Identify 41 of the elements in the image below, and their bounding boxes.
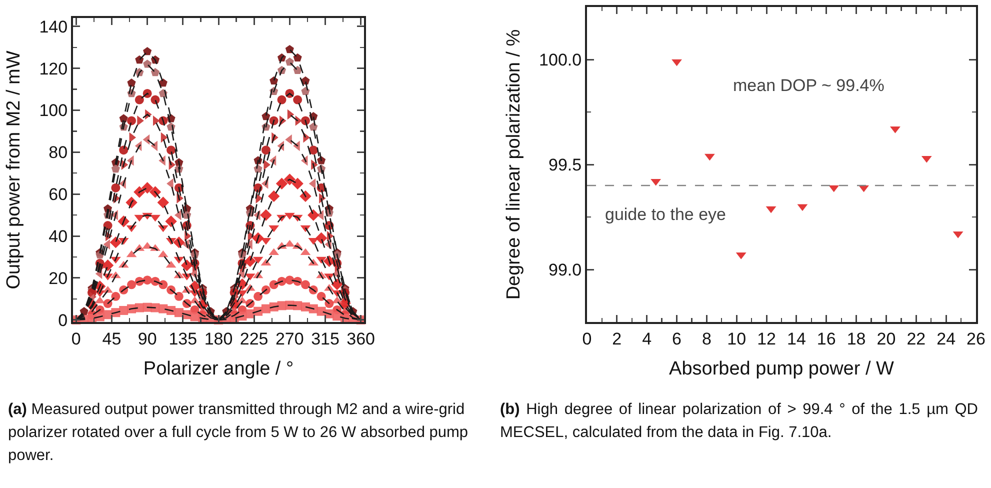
text: (a) Measured output power transmitted through M2 and a wire-grid polarizer rotated over a full cycle from 5 W to 26 W absorbed pump power. <box>8 400 470 466</box>
y-axis-title: Degree of linear polarization / % <box>503 29 524 300</box>
x-axis-title: Absorbed pump power / W <box>669 358 894 380</box>
y-tick-label: 120 <box>39 59 68 78</box>
x-tick-label: 0 <box>71 329 81 348</box>
y-tick-label: 60 <box>48 185 68 204</box>
x-tick-label: 90 <box>138 329 157 348</box>
x-tick-label: 360 <box>346 329 376 348</box>
x-axis-title: Polarizer angle / ° <box>143 358 294 380</box>
x-tick-label: 6 <box>672 329 682 348</box>
x-tick-label: 315 <box>311 329 340 348</box>
x-tick-label: 8 <box>702 329 712 348</box>
x-tick-label: 18 <box>846 329 866 348</box>
y-tick-label: 99.5 <box>548 155 582 174</box>
x-tick-label: 4 <box>642 329 652 348</box>
y-tick-label: 20 <box>48 268 68 288</box>
x-tick-label: 225 <box>240 329 268 348</box>
x-tick-label: 135 <box>168 329 198 348</box>
y-axis-title: Output power from M2 / mW <box>4 50 25 290</box>
x-tick-label: 270 <box>275 329 304 348</box>
x-tick-label: 45 <box>102 329 122 348</box>
text: (b) High degree of linear polarization of > 99.4 ° of the 1.5 µm QD MECSEL, calculated from the data in Fig. 7.10a. <box>500 400 978 443</box>
x-tick-label: 2 <box>612 329 622 348</box>
y-tick-label: 100 <box>39 101 68 120</box>
x-tick-label: 26 <box>966 329 986 348</box>
y-tick-label: 100.0 <box>539 50 582 70</box>
x-tick-label: 180 <box>204 329 233 348</box>
y-tick-label: 80 <box>48 143 68 162</box>
annotation: guide to the eye <box>605 205 726 224</box>
y-tick-label: 99.0 <box>548 260 582 280</box>
x-tick-label: 12 <box>757 329 776 348</box>
x-tick-label: 14 <box>787 329 806 348</box>
x-tick-label: 20 <box>876 329 896 348</box>
y-tick-label: 40 <box>48 226 68 246</box>
x-tick-label: 16 <box>816 329 836 348</box>
y-tick-label: 0 <box>58 310 68 330</box>
x-tick-label: 22 <box>906 329 926 348</box>
x-tick-label: 10 <box>727 329 746 348</box>
annotation: mean DOP ~ 99.4% <box>733 76 884 95</box>
x-tick-label: 24 <box>936 329 956 348</box>
y-tick-label: 140 <box>39 17 68 36</box>
